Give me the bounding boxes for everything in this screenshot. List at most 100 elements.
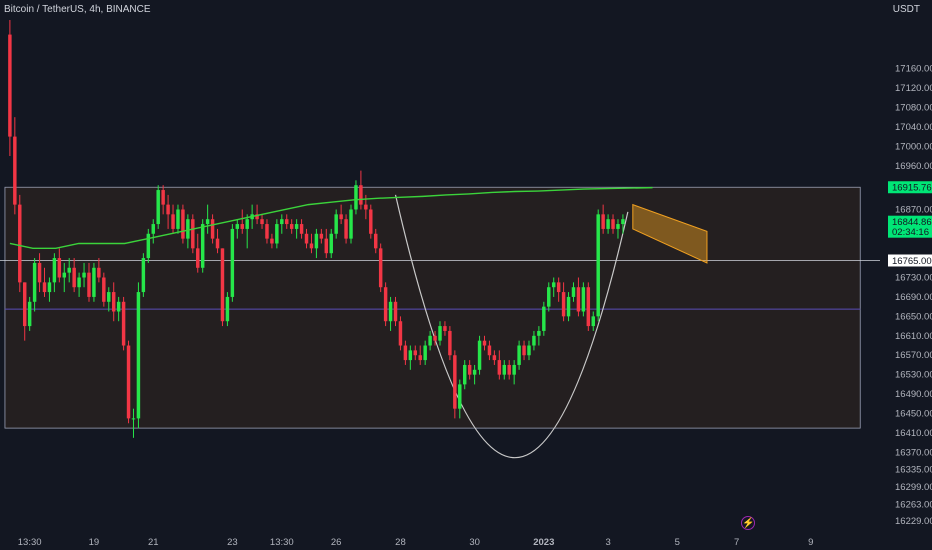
x-tick-label: 5 [675,537,680,548]
range-box [4,186,861,429]
candle-body [517,345,521,365]
candle-body [492,355,497,361]
candle-body [383,287,388,322]
candle-body [458,384,462,409]
candle-body [151,224,155,234]
candle-body [8,34,12,137]
candle-body [393,301,398,322]
chart-title: Bitcoin / TetherUS, 4h, BINANCE [4,4,151,15]
candle-body [467,364,472,375]
candle-body [477,340,482,370]
candle-body [398,321,403,346]
candle-body [27,301,32,327]
candle-body [329,233,333,254]
candle-body [606,219,610,229]
candle-body [502,364,506,375]
x-tick-label: 23 [227,537,238,548]
candle-body [240,224,244,229]
candle-body [181,209,185,239]
candle-body [472,369,477,375]
candle-body [72,267,76,288]
candle-body [571,287,576,297]
y-tick-label: 17000.00 [895,141,932,152]
currency-label: USDT [892,4,920,15]
candle-body [156,190,160,225]
candle-body [596,214,600,317]
candle-body [611,219,615,229]
x-tick-label: 30 [469,537,480,548]
candle-body [319,233,324,239]
candle-body [32,262,37,302]
x-tick-label: 13:30 [18,537,42,548]
candle-body [482,340,487,346]
candle-body [161,190,165,205]
candle-body [97,267,101,278]
y-tick-label: 16960.00 [895,161,932,172]
candle-body [255,214,259,220]
candle-body [581,287,586,312]
candle-body [131,418,136,420]
candle-body [388,301,393,322]
candle-body [621,219,625,225]
candle-body [566,296,571,317]
x-tick-label: 13:30 [270,537,294,548]
x-tick-label: 28 [395,537,406,548]
resistance-price-tag-label: 16915.76 [892,183,932,194]
candle-body [200,224,205,268]
candle-body [87,272,91,297]
candle-body [141,258,146,293]
cup-arc [394,194,629,459]
candle-body [67,267,71,273]
candle-body [507,364,511,375]
candle-body [92,267,96,297]
candle-body [196,248,200,268]
candle-body [52,258,57,283]
candle-body [176,209,180,229]
candle-body [537,330,541,336]
y-tick-label: 17080.00 [895,102,932,113]
candle-body [334,214,338,234]
y-tick-label: 16690.00 [895,292,932,303]
candle-body [433,335,437,341]
candle-body [616,224,620,229]
candle-body [13,136,17,205]
candle-body [18,204,22,283]
candle-body [349,209,353,239]
candle-body [230,228,235,297]
candle-body [413,350,418,356]
candle-body [364,204,368,210]
candle-body [522,345,526,356]
descending-channel [632,203,708,264]
candle-body [37,262,42,283]
candle-body [265,224,269,239]
candle-body [576,287,581,312]
candle-body [497,360,502,375]
candle-body [280,219,284,225]
candle-body [344,219,348,239]
crosshair-price-tag: 16765.00 [888,254,932,267]
candle-body [294,224,299,229]
candle-body [111,292,116,312]
candle-body [299,224,304,234]
y-tick-label: 16490.00 [895,389,932,400]
candle-body [378,248,383,288]
candle-body [532,335,536,346]
candle-body [369,209,373,234]
y-tick-label: 17040.00 [895,122,932,133]
candle-body [586,287,591,327]
candle-body [408,350,413,361]
candle-body [116,301,121,312]
last-price-tag-sublabel: 02:34:16 [892,227,929,238]
candle-body [205,219,210,225]
candle-body [146,233,151,259]
candle-body [82,272,86,278]
candle-body [304,233,309,244]
candle-body [443,326,447,331]
y-tick-label: 16650.00 [895,311,932,322]
candle-body [270,238,274,244]
candle-body [462,364,467,385]
lightning-icon[interactable]: ⚡ [741,516,755,530]
candle-body [512,364,516,375]
